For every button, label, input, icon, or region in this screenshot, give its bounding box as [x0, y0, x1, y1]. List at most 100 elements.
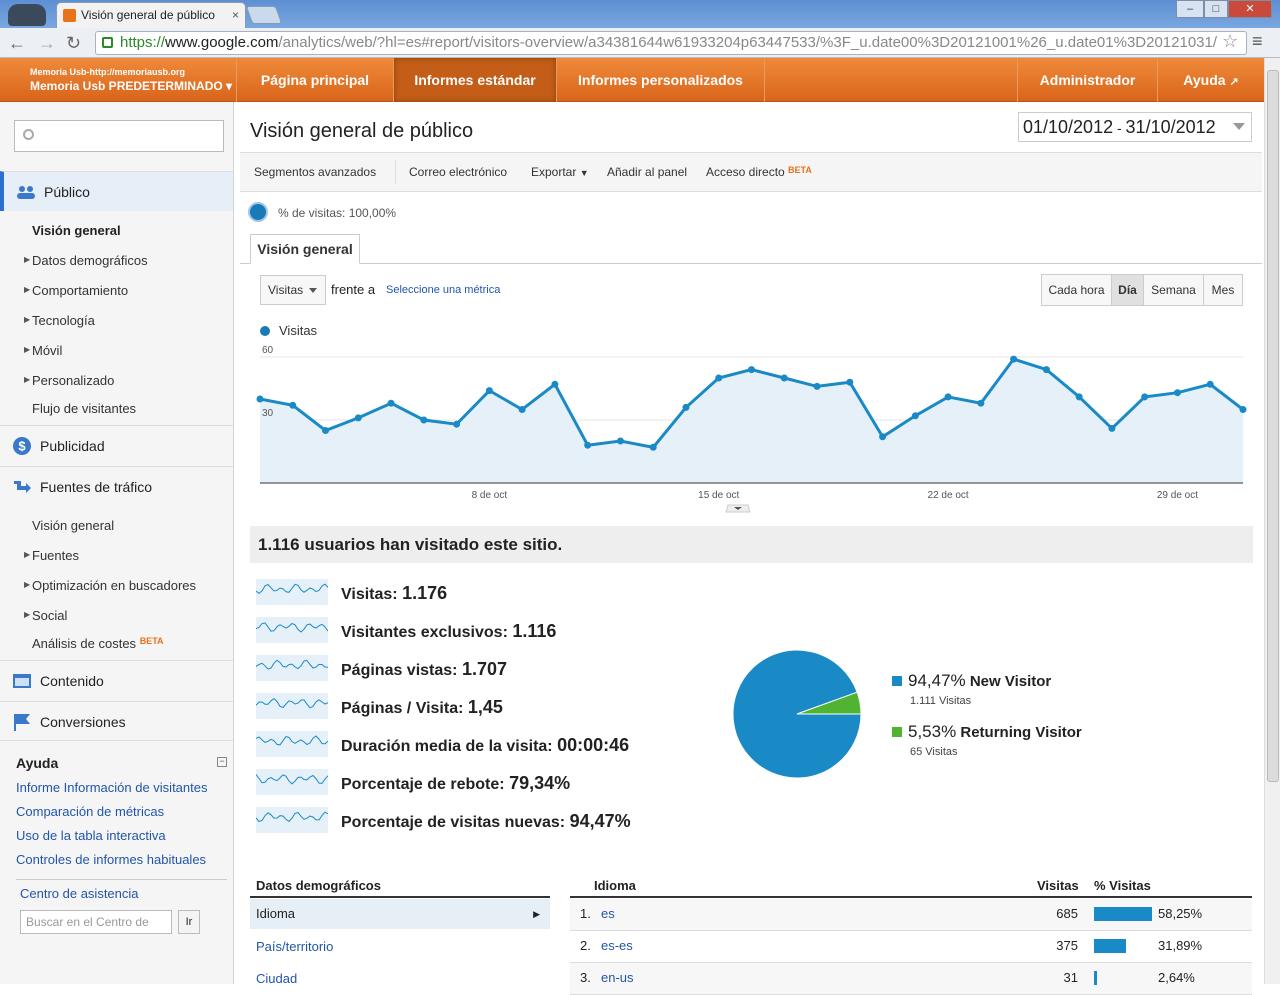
data-point[interactable] [1173, 389, 1181, 397]
nav-home[interactable]: Página principal [236, 58, 393, 102]
date-range-picker[interactable]: 01/10/2012 - 31/10/2012 [1018, 112, 1252, 142]
nav-help[interactable]: Ayuda ↗ [1157, 58, 1264, 102]
data-point[interactable] [715, 374, 723, 382]
bookmark-star-icon[interactable]: ☆ [1222, 31, 1239, 51]
data-point[interactable] [289, 401, 297, 409]
scrollbar-thumb[interactable] [1267, 70, 1279, 782]
demographics-city[interactable]: Ciudad [256, 971, 298, 986]
data-point[interactable] [780, 374, 788, 382]
help-search-input[interactable]: Buscar en el Centro de [20, 910, 172, 934]
tab-overview[interactable]: Visión general [250, 234, 360, 264]
shortcut-button[interactable]: Acceso directo BETA [706, 165, 812, 179]
sidebar-sub-social[interactable]: ▶ Social [24, 608, 67, 623]
sidebar-sub-visitors-flow[interactable]: Flujo de visitantes [32, 401, 137, 416]
help-link[interactable]: Informe Información de visitantes [16, 780, 208, 795]
sidebar-search-input[interactable] [14, 120, 224, 152]
sidebar-sub-custom[interactable]: ▶ Personalizado [24, 373, 114, 388]
sidebar-sub-traffic-overview[interactable]: Visión general [32, 518, 115, 533]
row-language-link[interactable]: es-es [601, 938, 633, 953]
maximize-button[interactable]: □ [1204, 0, 1228, 18]
data-point[interactable] [1141, 393, 1149, 401]
help-link[interactable]: Comparación de métricas [16, 804, 165, 819]
advanced-segments-button[interactable]: Segmentos avanzados [254, 165, 377, 179]
data-point[interactable] [1206, 380, 1214, 388]
minimize-button[interactable]: – [1176, 0, 1204, 18]
data-point[interactable] [387, 399, 395, 407]
data-point[interactable] [879, 433, 887, 441]
data-point[interactable] [584, 441, 592, 449]
data-point[interactable] [649, 443, 657, 451]
metric-select[interactable]: Visitas [260, 275, 326, 305]
data-point[interactable] [1042, 366, 1050, 374]
forward-icon[interactable]: → [38, 33, 56, 53]
data-point[interactable] [1075, 393, 1083, 401]
export-button[interactable]: Exportar ▼ [531, 165, 589, 179]
row-language-link[interactable]: en-us [601, 970, 634, 985]
demographics-country[interactable]: País/territorio [256, 939, 334, 954]
sidebar-item-publico[interactable]: Público [0, 171, 233, 211]
collapse-icon[interactable]: − [217, 757, 227, 767]
data-point[interactable] [616, 437, 624, 445]
data-point[interactable] [944, 393, 952, 401]
address-bar[interactable]: https://www.google.com/analytics/web/?hl… [95, 31, 1247, 55]
sidebar-sub-overview[interactable]: Visión general [32, 223, 121, 238]
sidebar-sub-demographics[interactable]: ▶ Datos demográficos [24, 253, 148, 268]
new-tab-button[interactable] [245, 6, 283, 24]
nav-custom-reports[interactable]: Informes personalizados [556, 58, 765, 102]
data-point[interactable] [748, 366, 755, 374]
sidebar-item-contenido[interactable]: Contenido [0, 660, 233, 700]
sidebar-item-conversiones[interactable]: Conversiones [0, 701, 233, 741]
reload-icon[interactable]: ↻ [66, 33, 82, 53]
account-profile[interactable]: Memoria Usb PREDETERMINADO ▾ [30, 79, 232, 93]
sidebar-item-fuentes[interactable]: Fuentes de tráfico [0, 466, 233, 506]
sidebar-sub-cost-analysis[interactable]: Análisis de costes BETA [32, 636, 164, 651]
nav-admin[interactable]: Administrador [1017, 58, 1157, 102]
granularity-hour-button[interactable]: Cada hora [1041, 274, 1112, 306]
back-icon[interactable]: ← [8, 33, 26, 53]
sidebar-sub-seo[interactable]: ▶ Optimización en buscadores [24, 578, 196, 593]
data-point[interactable] [485, 387, 493, 395]
data-point[interactable] [1108, 424, 1116, 432]
add-to-dashboard-button[interactable]: Añadir al panel [607, 165, 688, 179]
granularity-week-button[interactable]: Semana [1143, 274, 1204, 306]
help-link[interactable]: Controles de informes habituales [16, 852, 207, 867]
granularity-month-button[interactable]: Mes [1203, 274, 1243, 306]
sidebar-sub-sources[interactable]: ▶ Fuentes [24, 548, 79, 563]
account-url[interactable]: Memoria Usb-http://memoriausb.org [30, 67, 186, 77]
sidebar-sub-behavior[interactable]: ▶ Comportamiento [24, 283, 128, 298]
nav-standard-reports[interactable]: Informes estándar [393, 58, 556, 102]
row-language-link[interactable]: es [601, 906, 615, 921]
help-search-button[interactable]: Ir [178, 910, 200, 934]
close-window-button[interactable]: ✕ [1228, 0, 1272, 18]
data-point[interactable] [682, 403, 690, 411]
help-link[interactable]: Uso de la tabla interactiva [16, 828, 166, 843]
data-point[interactable] [322, 427, 330, 434]
data-point[interactable] [453, 420, 461, 428]
scrollbar[interactable] [1264, 58, 1280, 984]
chart-expand-icon[interactable] [734, 507, 742, 510]
data-point[interactable] [420, 416, 428, 424]
kpi-metric: Páginas / Visita: 1,45 [341, 697, 503, 718]
data-point[interactable] [256, 395, 264, 403]
data-point[interactable] [813, 382, 821, 390]
data-point[interactable] [518, 406, 526, 413]
wrench-icon[interactable]: ≡ [1252, 31, 1263, 51]
sidebar-item-publicidad[interactable]: $ Publicidad [0, 425, 233, 465]
data-point[interactable] [846, 378, 854, 386]
demographics-language[interactable]: Idioma ▶ [250, 899, 550, 929]
email-button[interactable]: Correo electrónico [409, 165, 508, 179]
select-metric-link[interactable]: Seleccione una métrica [386, 284, 501, 296]
sidebar-sub-technology[interactable]: ▶ Tecnología [24, 313, 95, 328]
pie-slice-returning-visitor[interactable] [796, 691, 862, 715]
data-point[interactable] [1010, 355, 1018, 363]
data-point[interactable] [1239, 406, 1247, 413]
data-point[interactable] [977, 399, 985, 407]
help-center-link[interactable]: Centro de asistencia [20, 886, 139, 901]
browser-tab[interactable]: Visión general de público × [56, 2, 246, 28]
data-point[interactable] [551, 380, 559, 388]
sidebar-sub-mobile[interactable]: ▶ Móvil [24, 343, 62, 358]
data-point[interactable] [911, 412, 919, 420]
data-point[interactable] [354, 414, 362, 422]
granularity-day-button[interactable]: Día [1111, 274, 1144, 306]
close-tab-icon[interactable]: × [231, 8, 239, 22]
